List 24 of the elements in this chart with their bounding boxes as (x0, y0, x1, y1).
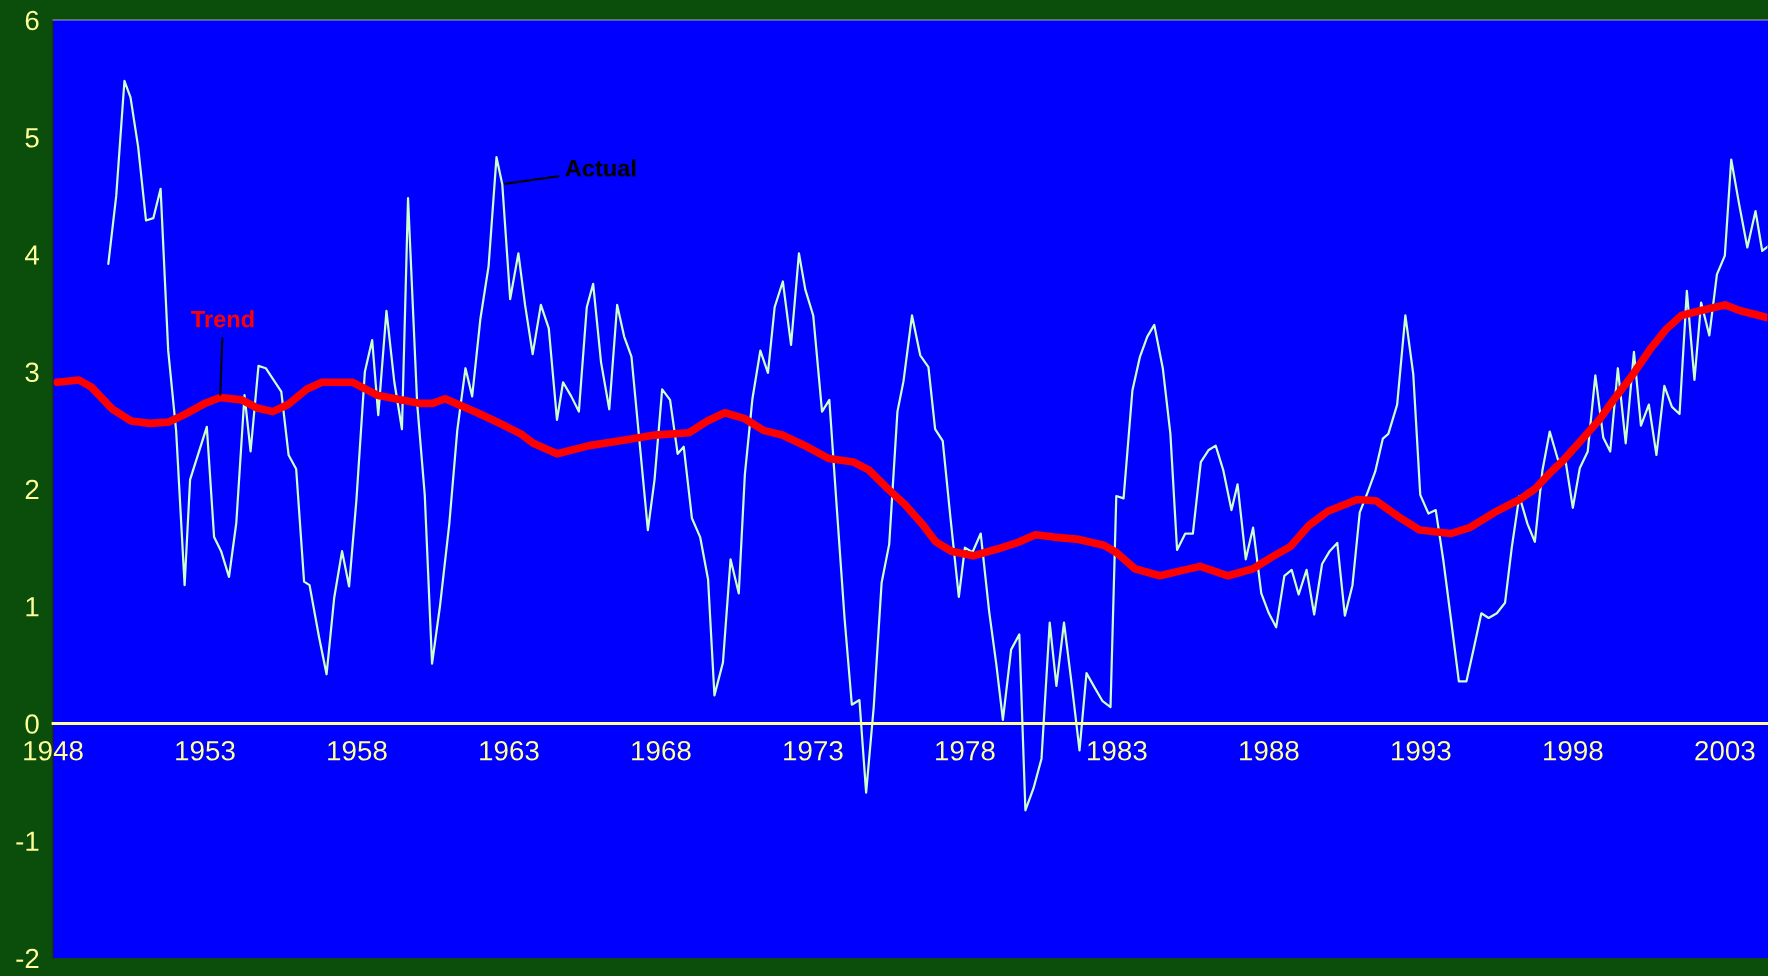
y-tick-label: 3 (25, 362, 39, 383)
x-tick-label: 1953 (176, 740, 235, 761)
x-tick-label: 1968 (632, 740, 691, 761)
text: Actual (565, 159, 636, 177)
x-tick-label: 1993 (1392, 740, 1451, 761)
x-tick-label: 1958 (328, 740, 387, 761)
x-tick-label: 1998 (1544, 740, 1603, 761)
x-tick-label: 2003 (1695, 740, 1755, 761)
x-tick-label: 1978 (936, 740, 995, 761)
y-tick-label: 0 (25, 714, 39, 734)
y-tick-label: -2 (16, 948, 39, 969)
y-tick-label: 5 (25, 128, 39, 148)
x-tick-label: 1963 (480, 740, 539, 761)
x-tick-label: 1988 (1240, 740, 1299, 761)
line-series (107, 79, 1768, 812)
x-tick-label: 1983 (1088, 740, 1147, 761)
y-tick-label: 2 (25, 479, 39, 500)
y-tick-label: 1 (26, 597, 39, 617)
y-tick-label: 6 (25, 10, 39, 31)
y-tick-label: 4 (25, 245, 39, 265)
y-tick-label: -1 (16, 831, 39, 851)
x-tick-label: 1948 (24, 740, 83, 761)
text: Trend (191, 310, 254, 328)
x-tick-label: 1973 (784, 740, 843, 761)
